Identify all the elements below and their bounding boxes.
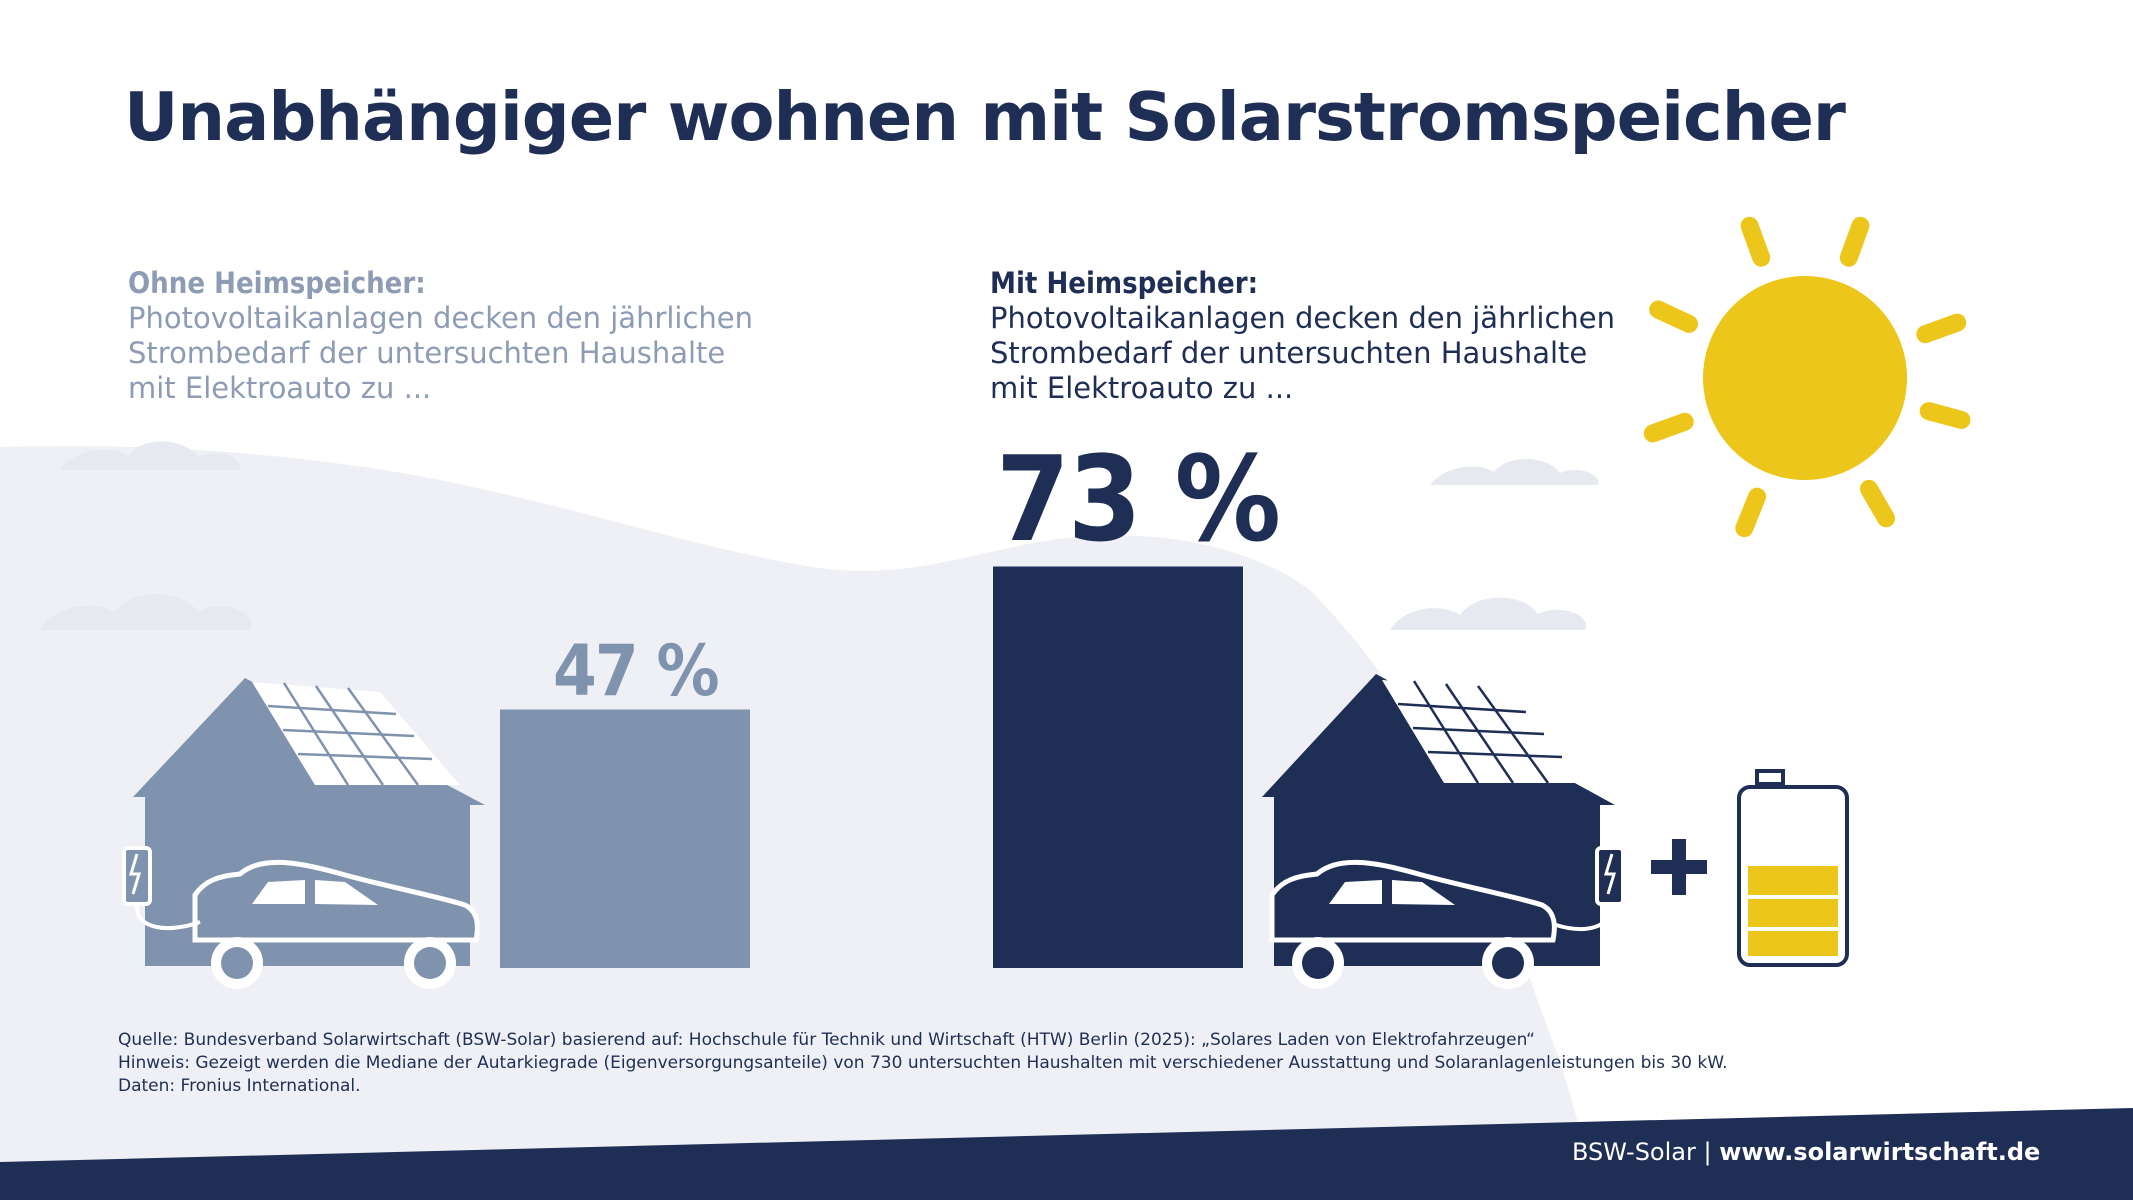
website-link[interactable]: www.solarwirtschaft.de (1719, 1138, 2041, 1166)
footer-band (0, 1108, 2133, 1200)
right-description: Mit Heimspeicher: Photovoltaikanlagen de… (990, 266, 1615, 406)
footnote-source: Quelle: Bundesverband Solarwirtschaft (B… (118, 1030, 1535, 1050)
cloud-right (1390, 597, 1586, 630)
left-line-3: mit Elektroauto zu ... (128, 371, 432, 405)
charging-plug-icon-right (1555, 846, 1625, 931)
sun-ray (1643, 412, 1694, 443)
brand-name: BSW-Solar (1572, 1138, 1696, 1166)
right-line-2: Strombedarf der untersuchten Haushalte (990, 336, 1588, 370)
right-heading: Mit Heimspeicher: (990, 266, 1259, 300)
footnote-data: Daten: Fronius International. (118, 1076, 361, 1096)
battery-icon (1737, 769, 1849, 967)
electric-car-icon-left (192, 859, 480, 989)
sun-ray (1860, 479, 1895, 528)
sun-icon (1643, 216, 1971, 538)
left-line-1: Photovoltaikanlagen decken den jährliche… (128, 301, 754, 335)
bar-mit-heimspeicher (993, 566, 1243, 968)
sun-ray (1916, 313, 1967, 344)
cloud-far-right (1430, 458, 1599, 485)
clouds (40, 441, 1599, 630)
sun-ray (1740, 216, 1771, 267)
cloud-left (40, 594, 252, 630)
left-description: Ohne Heimspeicher: Photovoltaikanlagen d… (128, 266, 753, 406)
brand-separator: | (1695, 1138, 1720, 1166)
cloud-mid (60, 441, 241, 470)
bar-label-mit-heimspeicher: 73 % (996, 430, 1281, 568)
sun-ray (1919, 402, 1971, 429)
right-line-1: Photovoltaikanlagen decken den jährliche… (990, 301, 1616, 335)
sun-ray (1735, 487, 1767, 538)
left-line-2: Strombedarf der untersuchten Haushalte (128, 336, 726, 370)
page-title: Unabhängiger wohnen mit Solarstromspeich… (124, 78, 1846, 156)
footer-brand: BSW-Solar | www.solarwirtschaft.de (1572, 1138, 2040, 1166)
sun-ray (1839, 216, 1870, 267)
footnotes: Quelle: Bundesverband Solarwirtschaft (B… (118, 1029, 1728, 1098)
bar-ohne-heimspeicher (500, 709, 750, 968)
sun-ray (1649, 300, 1698, 333)
footnote-note: Hinweis: Gezeigt werden die Mediane der … (118, 1053, 1728, 1073)
plus-icon (1651, 839, 1707, 895)
left-heading: Ohne Heimspeicher: (128, 266, 426, 300)
bar-label-ohne-heimspeicher: 47 % (553, 630, 720, 712)
charging-plug-icon-left (122, 846, 201, 930)
right-line-3: mit Elektroauto zu ... (990, 371, 1294, 405)
electric-car-icon-right (1269, 859, 1557, 989)
